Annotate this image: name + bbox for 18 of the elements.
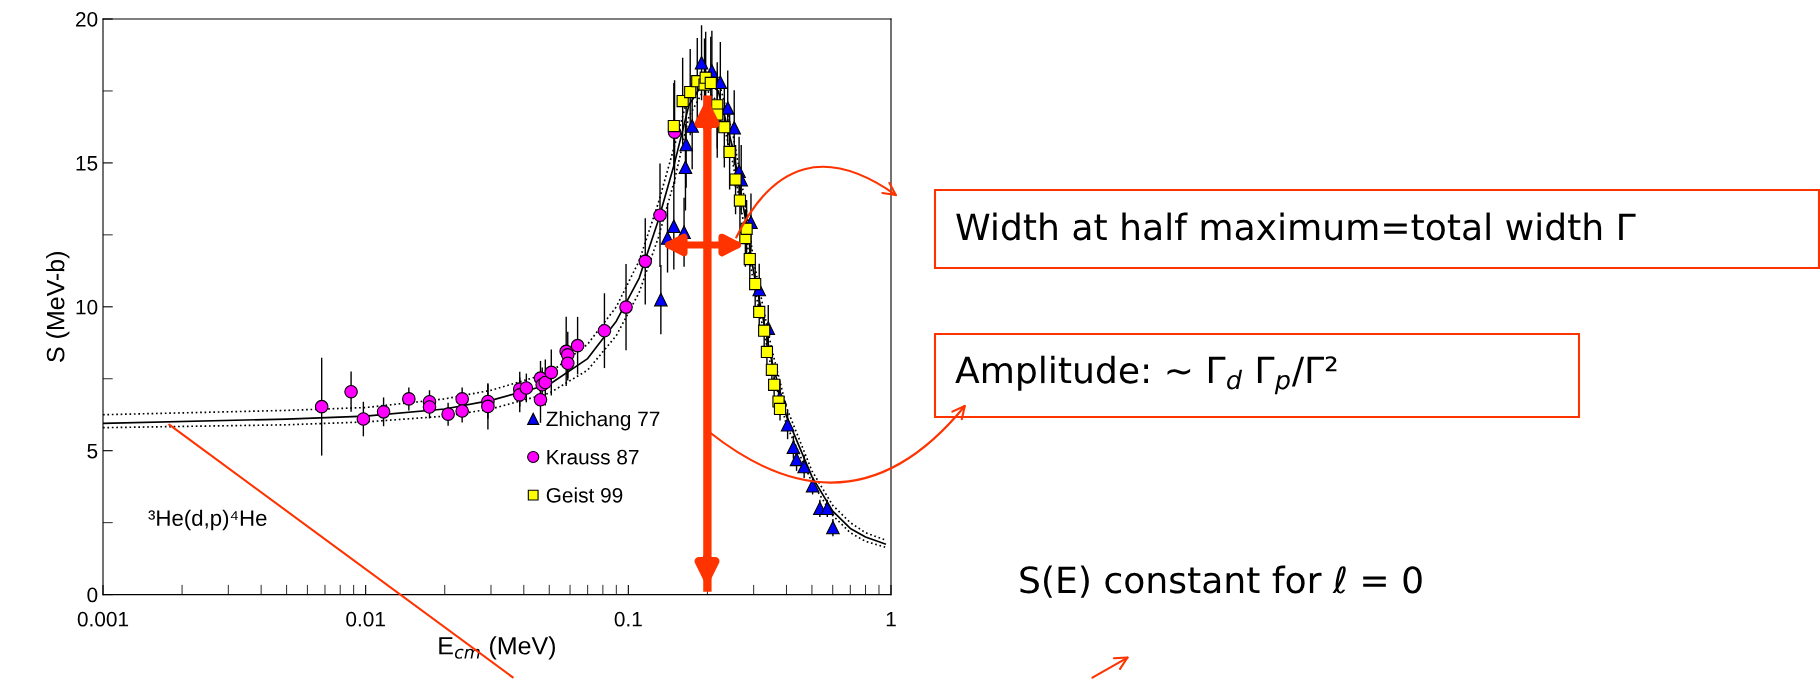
x-tick-label: 0.01	[346, 611, 385, 627]
legend-label: Krauss 87	[547, 449, 639, 465]
y-tick-label: 10	[76, 299, 98, 315]
annotation: ³He(d,p)⁴He	[148, 509, 267, 531]
legend-label: Geist 99	[546, 487, 623, 503]
x-tick-label: 0.001	[77, 611, 129, 627]
y-tick-label: 15	[76, 156, 98, 171]
x-axis-title: E$_{cm}$ (MeV)	[439, 636, 555, 660]
annotation: Amplitude: ∼ Γ$_{d}$ Γ$_{p}$/Γ²	[955, 355, 1337, 395]
y-tick-label: 20	[76, 12, 98, 27]
x-tick-label: 0.1	[614, 611, 642, 627]
y-tick-label: 0	[87, 587, 98, 603]
y-tick-label: 5	[87, 443, 98, 459]
text: S(E) constant for ℓ = 0	[1020, 565, 1422, 598]
x-tick-label: 1	[886, 612, 896, 627]
legend-label: Zhichang 77	[546, 411, 660, 431]
text: Width at half maximum=total width Γ	[956, 212, 1636, 241]
y-axis-title: S (MeV-b)	[46, 252, 70, 362]
